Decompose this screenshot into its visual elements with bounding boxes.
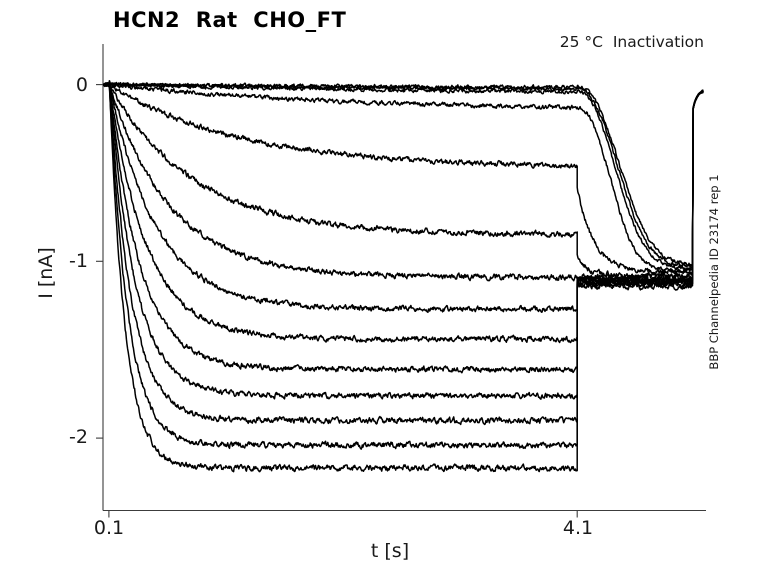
y-tick-label-neg2: -2 [69, 426, 88, 448]
y-tick-label-neg1: -1 [69, 250, 88, 272]
trace-sweep-03 [102, 80, 704, 271]
x-axis-label: t [s] [370, 540, 410, 562]
watermark-label: BBP Channelpedia ID 23174 rep 1 [707, 174, 721, 370]
trace-sweep-04 [103, 80, 704, 274]
y-axis-label: I [nA] [35, 247, 57, 299]
trace-sweep-07 [103, 80, 704, 282]
trace-sweep-05 [102, 80, 704, 276]
trace-sweep-06 [103, 80, 704, 280]
x-tick-label-0.1: 0.1 [93, 517, 125, 539]
chart-title: HCN2 Rat CHO_FT [113, 8, 347, 32]
trace-sweep-12 [103, 80, 704, 426]
trace-sweep-08 [102, 80, 704, 314]
trace-sweep-09 [103, 80, 704, 344]
trace-sweep-02 [103, 80, 704, 268]
trace-sweep-01 [103, 80, 704, 268]
trace-sweep-14 [103, 80, 704, 473]
temperature-annotation: 25 °C Inactivation [559, 33, 704, 51]
y-tick-label-0: 0 [75, 74, 88, 96]
x-tick-label-4.1: 4.1 [562, 517, 594, 539]
